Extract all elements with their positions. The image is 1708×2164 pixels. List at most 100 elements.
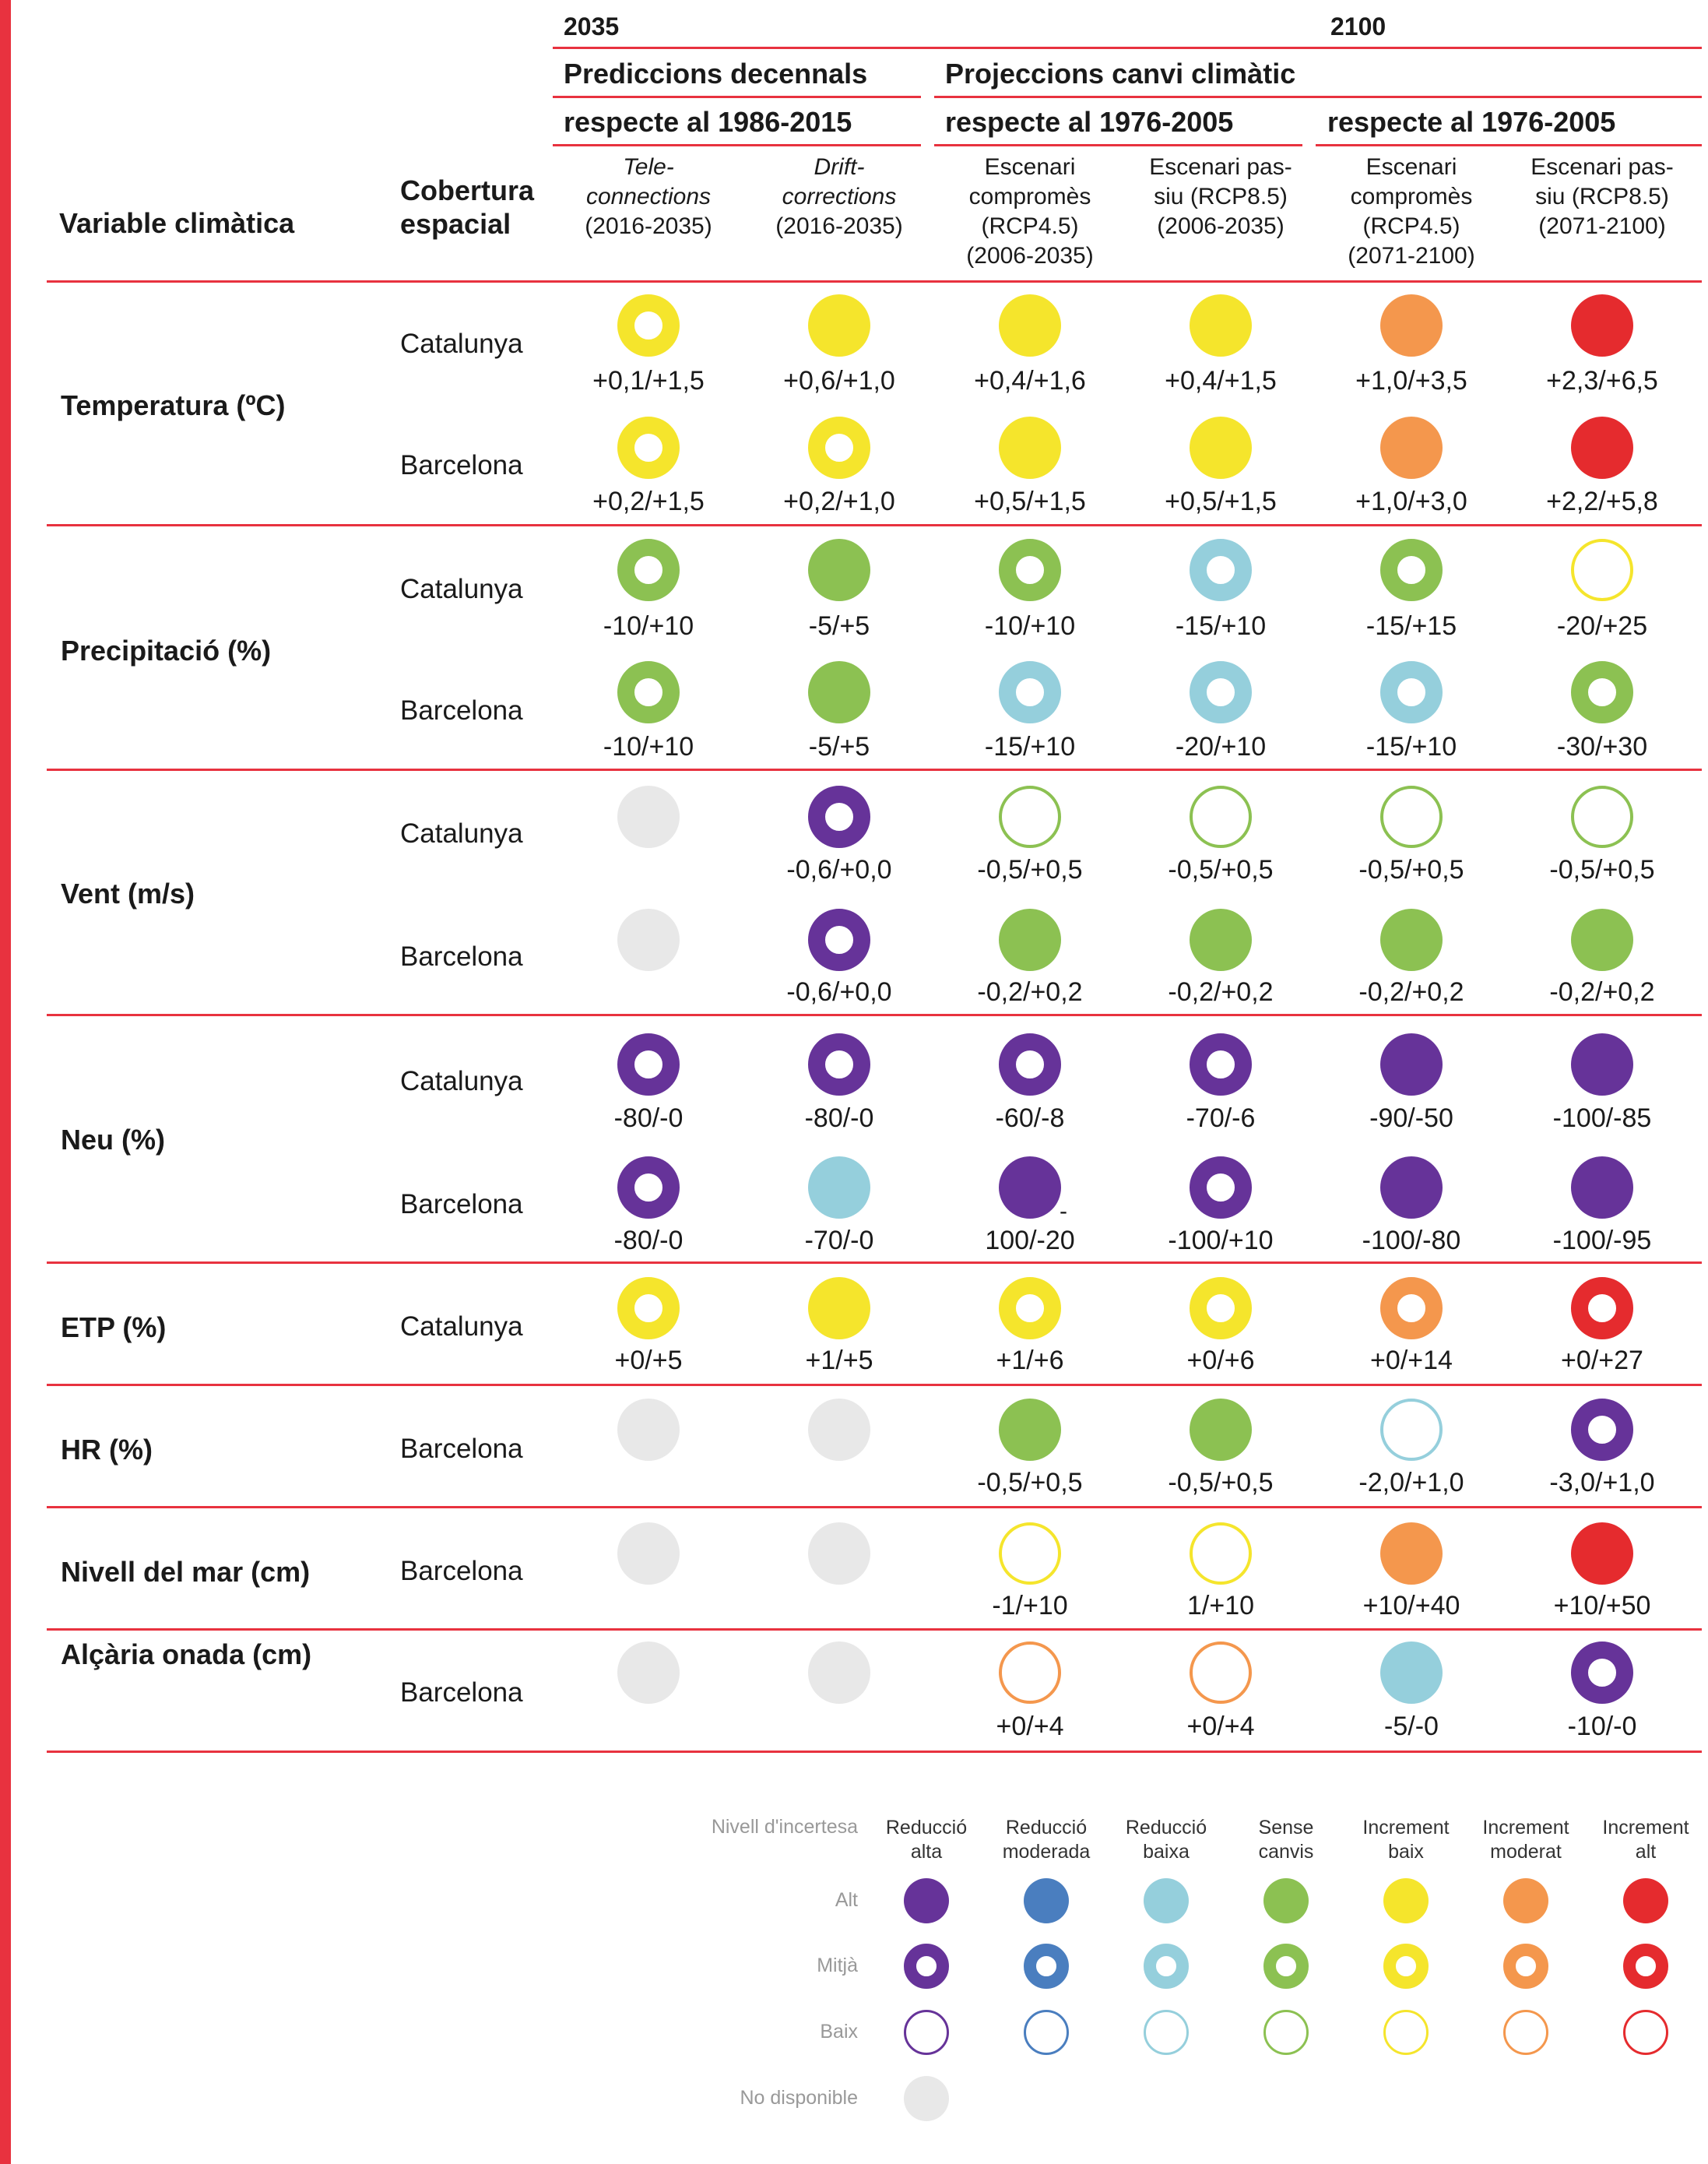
- column-header-5-line-4: (2071-2100): [1348, 243, 1475, 269]
- column-header-2: Drift-corrections (2016-2035): [746, 153, 933, 241]
- value-range: -0,2/+0,2: [1549, 977, 1655, 1007]
- legend-dot-reduccio-alta-baix: [904, 2010, 949, 2055]
- legend-title: Nivell d'incertesa: [711, 1816, 858, 1838]
- value-range: +0,4/+1,5: [1165, 366, 1277, 396]
- legend-dot-reduccio-baixa-mitja: [1144, 1944, 1189, 1989]
- indicator-increment-baix-alt: [808, 294, 870, 357]
- variable-name-8: Alçària onada (cm): [61, 1638, 312, 1670]
- legend-category-4: Sense canvis: [1224, 1816, 1348, 1864]
- indicator-sense-canvis-alt: [1571, 909, 1633, 971]
- value-range: -60/-8: [995, 1103, 1065, 1133]
- value-range: +1,0/+3,5: [1355, 366, 1467, 396]
- value-range: -1/+10: [992, 1591, 1068, 1620]
- indicator-no-disponible-alt: [617, 1522, 680, 1585]
- indicator-reduccio-baixa-alt: [1380, 1641, 1443, 1704]
- value-range: -70/-6: [1186, 1103, 1256, 1133]
- legend-category-3: Reducció baixa: [1104, 1816, 1228, 1864]
- indicator-reduccio-alta-mitja: [808, 909, 870, 971]
- legend-dot-reduccio-baixa-alt: [1144, 1878, 1189, 1923]
- column-header-6-line-1: Escenari pas-: [1531, 154, 1674, 180]
- legend-dot-increment-baix-baix: [1383, 2010, 1429, 2055]
- group-projections: Projeccions canvi climàtic: [945, 58, 1296, 90]
- legend-category-line-2: alta: [910, 1841, 943, 1863]
- legend-category-line-1: Reducció: [885, 1817, 968, 1839]
- value-range: +0,4/+1,6: [974, 366, 1086, 396]
- indicator-reduccio-alta-mitja: [617, 1033, 680, 1096]
- value-range: -15/+10: [1175, 611, 1267, 641]
- indicator-sense-canvis-baix: [1190, 786, 1252, 848]
- legend-category-line-2: canvis: [1258, 1841, 1314, 1863]
- legend-dot-reduccio-moderada-alt: [1024, 1878, 1069, 1923]
- variable-name-4: Neu (%): [61, 1124, 165, 1156]
- accent-side-bar: [0, 0, 11, 2164]
- indicator-increment-moderat-alt: [1380, 417, 1443, 479]
- legend-dot-reduccio-alta-alt: [904, 1878, 949, 1923]
- value-range: 1/+10: [1186, 1591, 1255, 1620]
- legend-category-6: Increment moderat: [1464, 1816, 1588, 1864]
- value-range: +0/+6: [1186, 1346, 1255, 1375]
- indicator-sense-canvis-mitja: [1380, 539, 1443, 601]
- legend-dot-no-disponible: [904, 2076, 949, 2121]
- column-header-1: Tele-connections (2016-2035): [555, 153, 742, 241]
- value-range: -5/+5: [808, 732, 870, 762]
- value-range: -0,6/+0,0: [786, 855, 892, 885]
- column-header-3-line-2: compromès: [968, 184, 1091, 209]
- year-2035: 2035: [564, 12, 620, 40]
- indicator-increment-alt-alt: [1571, 294, 1633, 357]
- indicator-increment-baix-mitja: [617, 417, 680, 479]
- column-header-1-line-1: Tele-: [623, 154, 674, 180]
- column-header-3-line-4: (2006-2035): [966, 243, 1094, 269]
- indicator-sense-canvis-mitja: [1571, 661, 1633, 723]
- legend-dot-increment-baix-alt: [1383, 1878, 1429, 1923]
- indicator-increment-baix-baix: [999, 1522, 1061, 1585]
- value-range: +2,2/+5,8: [1546, 487, 1658, 516]
- value-range: +10/+50: [1553, 1591, 1651, 1620]
- indicator-reduccio-alta-mitja: [617, 1156, 680, 1219]
- value-range: -100/-95: [1552, 1226, 1652, 1255]
- legend-dot-sense-canvis-mitja: [1263, 1944, 1309, 1989]
- column-header-5-line-1: Escenari: [1365, 154, 1457, 180]
- divider-ref-2: [934, 144, 1302, 146]
- indicator-no-disponible-alt: [617, 1399, 680, 1461]
- legend-category-line-1: Increment: [1482, 1817, 1569, 1839]
- value-range: -80/-0: [613, 1226, 684, 1255]
- indicator-no-disponible-alt: [808, 1522, 870, 1585]
- indicator-sense-canvis-alt: [808, 661, 870, 723]
- year-2100: 2100: [1330, 12, 1386, 40]
- value-range: 100/-20: [985, 1226, 1075, 1255]
- column-header-2-line-2: corrections: [782, 184, 897, 209]
- value-range: -5/-0: [1384, 1712, 1439, 1741]
- indicator-sense-canvis-alt: [999, 909, 1061, 971]
- indicator-increment-baix-alt: [1190, 417, 1252, 479]
- value-range: +1/+5: [805, 1346, 873, 1375]
- legend-dot-increment-alt-alt: [1623, 1878, 1668, 1923]
- indicator-increment-moderat-mitja: [1380, 1277, 1443, 1339]
- value-range: -15/+10: [984, 732, 1076, 762]
- legend-dot-reduccio-moderada-mitja: [1024, 1944, 1069, 1989]
- variable-name-6: HR (%): [61, 1434, 153, 1466]
- indicator-increment-moderat-alt: [1380, 1522, 1443, 1585]
- indicator-increment-baix-alt: [808, 1277, 870, 1339]
- value-range: -20/+10: [1175, 732, 1267, 762]
- value-range: -0,2/+0,2: [977, 977, 1083, 1007]
- indicator-reduccio-alta-alt: [1571, 1156, 1633, 1219]
- indicator-no-disponible-alt: [617, 786, 680, 848]
- legend-dot-sense-canvis-alt: [1263, 1878, 1309, 1923]
- divider-years: [553, 47, 1702, 49]
- legend-category-2: Reducció moderada: [984, 1816, 1109, 1864]
- column-header-1-line-2: connections: [585, 184, 712, 209]
- variable-name-7: Nivell del mar (cm): [61, 1556, 311, 1588]
- legend-dot-increment-moderat-alt: [1503, 1878, 1548, 1923]
- indicator-reduccio-alta-alt: [1380, 1033, 1443, 1096]
- indicator-sense-canvis-mitja: [999, 539, 1061, 601]
- indicator-reduccio-alta-alt: [999, 1156, 1061, 1219]
- value-range: +1/+6: [996, 1346, 1064, 1375]
- indicator-increment-baix-mitja: [808, 417, 870, 479]
- column-header-5: Escenari compromès (RCP4.5) (2071-2100): [1318, 153, 1505, 271]
- indicator-sense-canvis-baix: [1571, 786, 1633, 848]
- value-range: -70/-0: [804, 1226, 874, 1255]
- legend-category-7: Increment alt: [1583, 1816, 1708, 1864]
- indicator-increment-moderat-alt: [1380, 294, 1443, 357]
- value-range: -10/+10: [603, 611, 694, 641]
- divider-predictions: [553, 96, 921, 98]
